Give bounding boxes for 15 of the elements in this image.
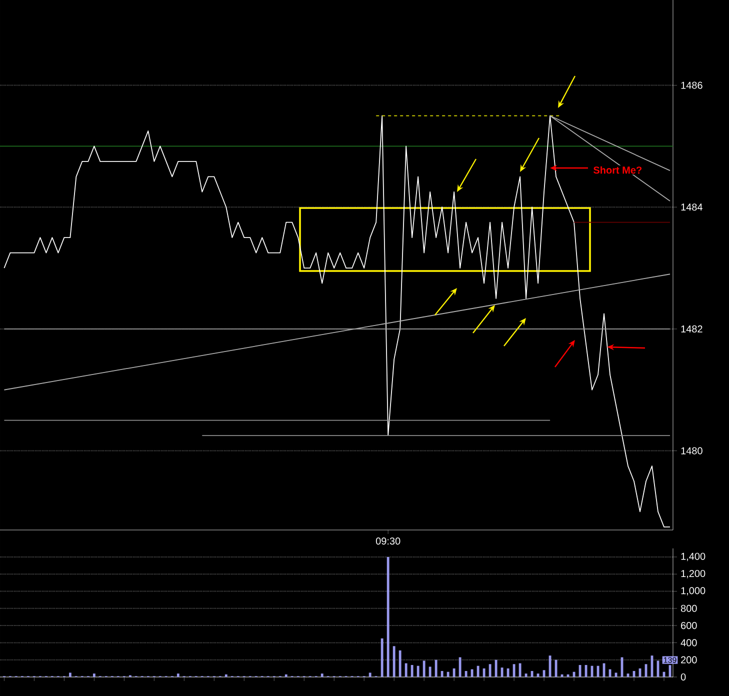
- y-tick-label: 200: [681, 656, 697, 664]
- y-tick-label: 1,000: [681, 587, 706, 596]
- y-tick-label: 1484: [681, 204, 702, 211]
- y-tick-label: 1480: [681, 447, 702, 454]
- data-label: 139: [664, 657, 676, 663]
- annotation: Short Me?: [593, 166, 642, 174]
- y-tick-label: 0: [680, 673, 686, 681]
- y-tick-label: 1,400: [681, 552, 706, 562]
- y-tick-label: 1482: [681, 325, 702, 332]
- y-tick-label: 400: [680, 639, 697, 646]
- y-tick-label: 1486: [681, 82, 702, 89]
- y-tick-label: 800: [680, 604, 697, 612]
- y-tick-label: 1,200: [681, 570, 706, 578]
- y-tick-label: 600: [681, 622, 697, 630]
- x-tick-label: 09:30: [376, 538, 400, 545]
